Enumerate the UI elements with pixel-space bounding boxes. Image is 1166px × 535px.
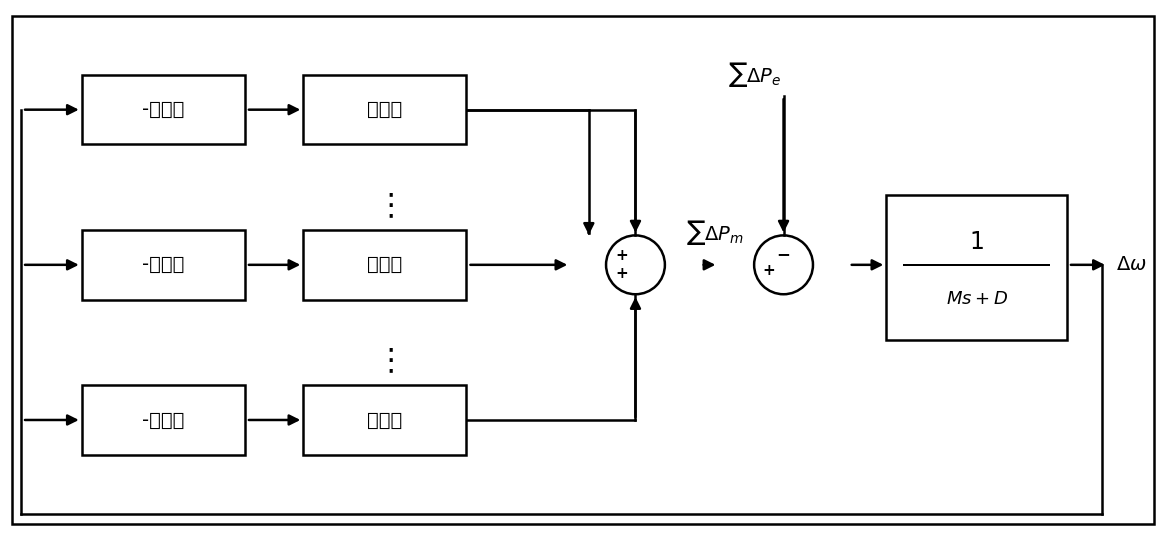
Bar: [303, 75, 466, 144]
Bar: [82, 230, 245, 300]
Text: ⋮: ⋮: [375, 192, 406, 220]
Text: $1$: $1$: [969, 232, 984, 255]
Bar: [886, 195, 1067, 340]
Text: $\sum\Delta P_e$: $\sum\Delta P_e$: [728, 60, 781, 89]
Text: +: +: [616, 248, 628, 264]
Text: 原动机: 原动机: [367, 100, 402, 119]
Bar: [82, 385, 245, 455]
Text: +: +: [616, 266, 628, 281]
Text: $Ms+D$: $Ms+D$: [946, 291, 1007, 308]
Text: +: +: [763, 263, 775, 278]
Text: 原动机: 原动机: [367, 410, 402, 430]
Text: -调速器: -调速器: [142, 100, 184, 119]
Text: −: −: [777, 246, 791, 264]
Text: $\sum\Delta P_m$: $\sum\Delta P_m$: [686, 218, 744, 247]
Text: -调速器: -调速器: [142, 255, 184, 274]
Text: 原动机: 原动机: [367, 255, 402, 274]
Text: -调速器: -调速器: [142, 410, 184, 430]
Bar: [303, 230, 466, 300]
Text: ⋮: ⋮: [375, 347, 406, 376]
Bar: [82, 75, 245, 144]
Bar: [303, 385, 466, 455]
Text: $\Delta\omega$: $\Delta\omega$: [1116, 255, 1146, 274]
